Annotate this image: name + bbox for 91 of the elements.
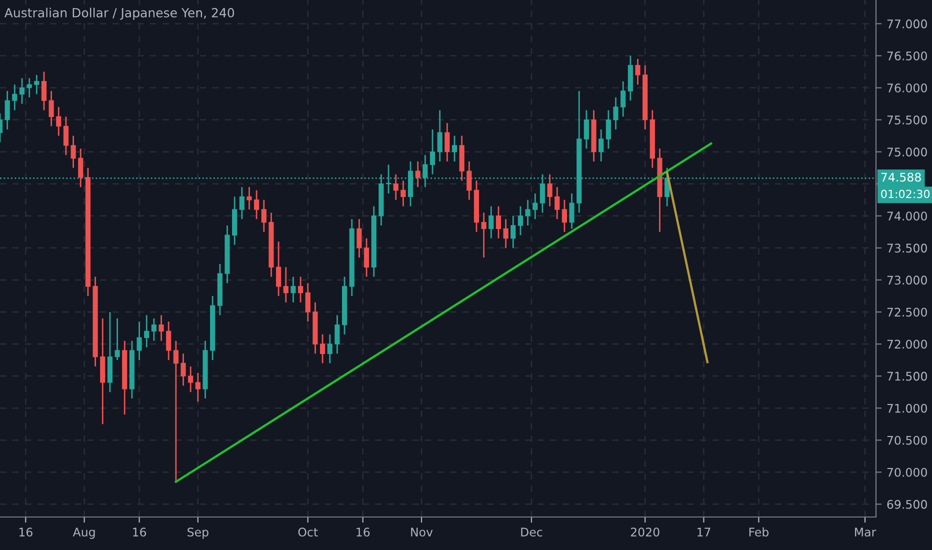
candlestick — [70, 135, 76, 169]
candlestick — [510, 215, 516, 249]
candlestick — [48, 90, 54, 127]
candlestick — [430, 128, 436, 175]
candlestick — [569, 192, 574, 230]
candlestick — [56, 106, 62, 137]
y-tick-label: 69.500 — [887, 500, 927, 509]
candlestick — [635, 58, 640, 86]
y-tick-label: 74.000 — [887, 212, 927, 221]
x-tick-label: Mar — [855, 528, 876, 537]
x-tick-label: 16 — [356, 528, 370, 537]
candlestick — [364, 238, 370, 278]
candlestick — [276, 240, 282, 297]
candlestick — [290, 276, 296, 304]
candlestick — [466, 160, 472, 201]
candlestick — [320, 334, 326, 364]
candlestick — [620, 80, 626, 118]
y-tick-label: 76.000 — [887, 83, 927, 92]
x-tick-label: Dec — [521, 528, 542, 537]
y-tick-label: 71.000 — [887, 404, 927, 413]
candlestick — [584, 109, 589, 150]
candlestick — [525, 199, 530, 226]
candlestick — [34, 74, 40, 95]
y-tick-label: 75.000 — [887, 148, 927, 156]
candlestick — [496, 206, 502, 240]
candlestick — [78, 148, 84, 188]
candlestick — [12, 84, 18, 111]
x-tick-label: Aug — [72, 528, 95, 539]
candlestick — [4, 90, 10, 130]
y-tick-label: 72.000 — [887, 340, 927, 349]
candlestick — [41, 71, 47, 111]
y-tick-label: 76.500 — [887, 51, 927, 60]
x-tick-label: 2020 — [630, 528, 660, 537]
candlestick — [562, 199, 567, 233]
candlestick — [180, 352, 186, 386]
candlestick — [488, 206, 494, 240]
candlestick — [393, 174, 398, 201]
candlestick — [63, 116, 69, 156]
x-tick-label: 16 — [19, 528, 32, 537]
candlestick — [334, 314, 340, 354]
candlestick — [158, 314, 164, 342]
candlestick — [606, 109, 611, 150]
x-tick-label: Sep — [188, 528, 208, 539]
x-tick-label: Oct — [298, 528, 318, 537]
candlestick — [554, 186, 560, 220]
candlestick — [195, 372, 200, 402]
candlestick — [598, 128, 604, 162]
candlestick — [298, 276, 304, 304]
ref-line-label: 74.588 — [881, 172, 921, 182]
candlestick — [246, 186, 252, 210]
candlestick — [151, 318, 156, 342]
candlestick — [613, 96, 618, 130]
text: Australian Dollar / Japanese Yen, 240 — [4, 8, 234, 20]
candlestick — [452, 135, 458, 162]
y-tick-label: 75.500 — [887, 116, 927, 124]
candlestick — [261, 199, 266, 233]
x-tick-label: 16 — [133, 528, 146, 537]
candlestick — [327, 334, 332, 364]
x-tick-label: Nov — [411, 528, 433, 537]
candlestick — [114, 318, 120, 361]
y-tick-label: 70.000 — [887, 468, 927, 477]
candlestick — [400, 180, 406, 207]
text: 01:02:30 — [881, 190, 930, 198]
candlestick — [518, 206, 524, 236]
candlestick — [444, 122, 450, 162]
y-tick-label: 73.000 — [887, 276, 927, 285]
candlestick — [437, 109, 442, 162]
x-tick-label: 17 — [698, 528, 710, 536]
candlestick — [254, 190, 260, 220]
candlestick — [503, 218, 508, 249]
candlestick — [144, 314, 150, 348]
candlestick — [19, 77, 25, 104]
y-tick-label: 72.500 — [887, 308, 927, 317]
y-tick-label: 70.500 — [887, 436, 927, 445]
candlestick — [547, 174, 552, 207]
candlestick — [415, 160, 420, 188]
x-tick-label: Feb — [749, 527, 769, 537]
y-tick-label: 73.500 — [887, 244, 927, 253]
y-tick-label: 71.500 — [887, 372, 927, 381]
candlestick — [26, 77, 32, 98]
candlestick — [356, 218, 362, 258]
candlestick — [239, 186, 244, 220]
candlestick — [173, 340, 178, 482]
candlestick — [532, 192, 538, 220]
candlestick — [283, 266, 288, 304]
candlestick — [136, 320, 142, 361]
candlestick — [305, 282, 310, 322]
candlestick — [188, 366, 194, 393]
candlestick — [166, 320, 172, 361]
candlestick — [481, 212, 486, 258]
y-tick-label: 77.000 — [887, 19, 927, 28]
